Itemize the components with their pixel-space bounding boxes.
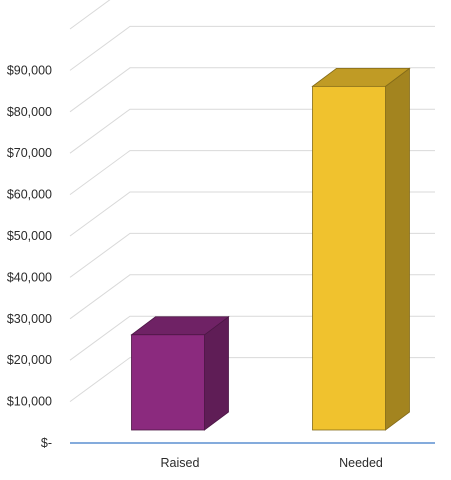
y-tick-label: $40,000 xyxy=(7,270,52,284)
bar-raised xyxy=(130,315,230,431)
x-category-label: Raised xyxy=(161,456,200,470)
y-tick-label: $70,000 xyxy=(7,146,52,160)
bar-front-face xyxy=(312,85,386,431)
y-axis-tick-labels: $- $10,000 $20,000 $30,000 $40,000 $50,000 $60… xyxy=(7,63,52,450)
y-tick-label: $30,000 xyxy=(7,312,52,326)
gridline xyxy=(69,67,435,113)
y-tick-label: $90,000 xyxy=(7,63,52,77)
bar-front-face xyxy=(131,334,205,431)
x-category-label: Needed xyxy=(339,456,383,470)
y-tick-label: $60,000 xyxy=(7,188,52,202)
gridline xyxy=(69,0,111,30)
bar-side-face xyxy=(204,315,229,431)
y-tick-label: $- xyxy=(41,436,52,450)
y-tick-label: $10,000 xyxy=(7,395,52,409)
y-tick-label: $80,000 xyxy=(7,105,52,119)
bar-needed xyxy=(311,67,411,431)
gridline xyxy=(69,25,435,71)
chart-bars xyxy=(130,67,411,431)
chart-gridlines xyxy=(69,0,435,403)
y-tick-label: $50,000 xyxy=(7,229,52,243)
y-tick-label: $20,000 xyxy=(7,353,52,367)
bar-side-face xyxy=(385,67,410,431)
x-axis-category-labels: Raised Needed xyxy=(161,456,383,470)
